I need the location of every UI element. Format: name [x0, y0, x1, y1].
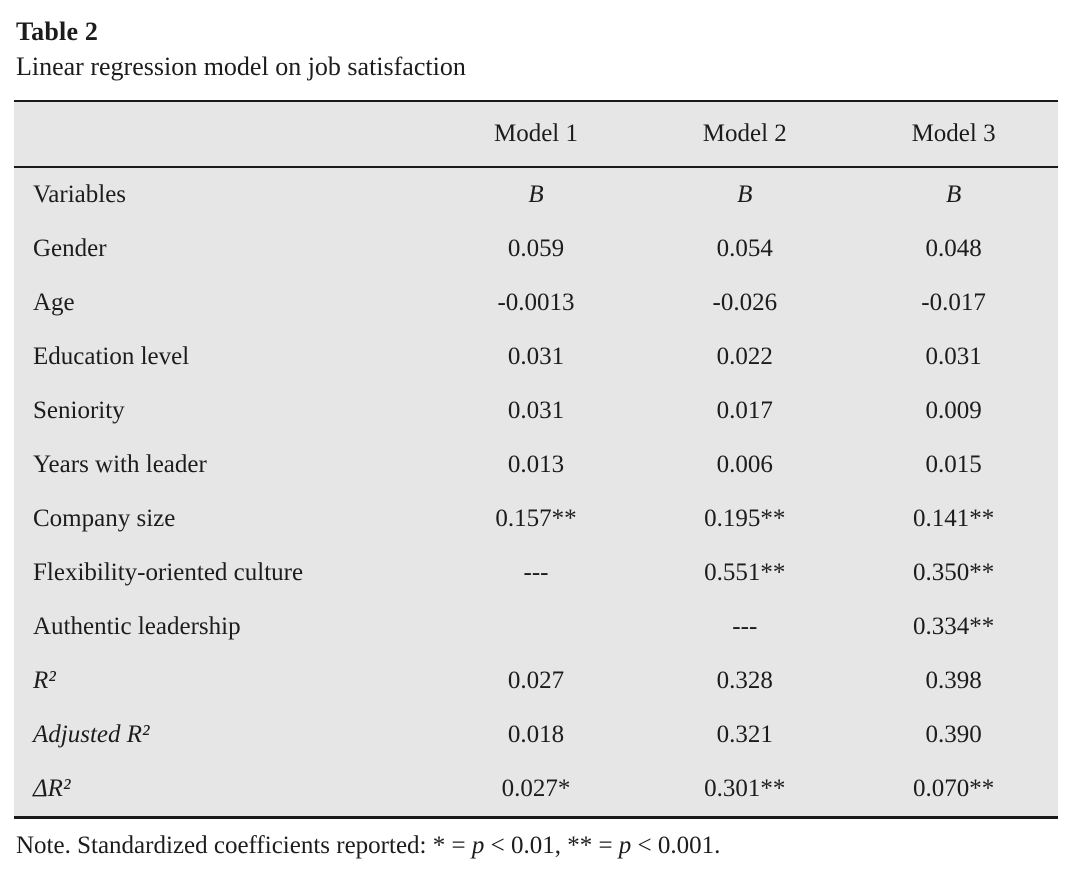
cell-model1: 0.027 [507, 667, 565, 694]
note-p-symbol: p [618, 832, 632, 859]
table-row-gender: Gender 0.059 0.054 0.048 [14, 222, 1058, 276]
cell-model1: 0.031 [507, 343, 565, 370]
note-p-symbol: p [471, 832, 485, 859]
row-label: ΔR² [33, 775, 71, 802]
cell-model3: 0.334** [912, 613, 995, 640]
cell-model2: 0.054 [716, 235, 773, 262]
row-label: Years with leader [33, 451, 207, 478]
table-row-company-size: Company size 0.157** 0.195** 0.141** [14, 492, 1058, 546]
cell-model3: 0.350** [912, 559, 995, 586]
table-row-r-squared: R² 0.027 0.328 0.398 [14, 654, 1058, 708]
row-label: R² [33, 667, 56, 694]
cell-model3: 0.048 [925, 235, 982, 262]
cell-model3: -0.017 [921, 289, 986, 316]
table-number-title: Table 2 [16, 17, 99, 46]
table-row-authentic-leadership: Authentic leadership --- 0.334** [14, 600, 1058, 654]
cell-model3: 0.141** [912, 505, 995, 532]
regression-table: Model 1 Model 2 Model 3 Variables B B B … [14, 100, 1058, 819]
cell-model3: 0.009 [925, 397, 982, 424]
row-label: Seniority [33, 397, 125, 424]
table-row-education-level: Education level 0.031 0.022 0.031 [14, 330, 1058, 384]
table-caption: Linear regression model on job satisfact… [16, 51, 466, 81]
row-label: Education level [33, 343, 190, 370]
cell-model2: 0.321 [716, 721, 773, 748]
cell-model1: 0.059 [507, 235, 565, 262]
cell-model3: B [945, 181, 962, 208]
note-text: Note. Standardized coefficients reported… [16, 832, 472, 859]
table-row-variables: Variables B B B [14, 167, 1058, 222]
cell-model2: --- [732, 613, 758, 640]
table-row-seniority: Seniority 0.031 0.017 0.009 [14, 384, 1058, 438]
table-row-delta-r-squared: ΔR² 0.027* 0.301** 0.070** [14, 762, 1058, 818]
header-model-2: Model 2 [640, 101, 850, 168]
header-model-3: Model 3 [849, 101, 1058, 168]
cell-model1: 0.031 [507, 397, 565, 424]
paper-page: Table 2 Linear regression model on job s… [14, 17, 1058, 863]
row-label: Company size [33, 505, 176, 532]
cell-model2: B [737, 181, 753, 208]
header-row: Model 1 Model 2 Model 3 [14, 101, 1058, 168]
cell-model3: 0.015 [925, 451, 982, 478]
row-label: Gender [33, 235, 107, 262]
header-empty-cell [14, 101, 432, 168]
row-label: Authentic leadership [33, 613, 241, 640]
cell-model1: 0.157** [495, 505, 577, 532]
cell-model3: 0.398 [925, 667, 982, 694]
table-row-age: Age -0.0013 -0.026 -0.017 [14, 276, 1058, 330]
cell-model2: 0.022 [716, 343, 773, 370]
table-row-adjusted-r-squared: Adjusted R² 0.018 0.321 0.390 [14, 708, 1058, 762]
cell-model1: B [528, 181, 544, 208]
row-label: Age [33, 289, 75, 316]
row-label: Adjusted R² [33, 721, 150, 748]
cell-model2: -0.026 [712, 289, 778, 316]
cell-model1: 0.013 [507, 451, 565, 478]
row-label: Variables [33, 181, 127, 208]
cell-model1: 0.018 [507, 721, 565, 748]
cell-model1 [432, 600, 641, 654]
cell-model1: 0.027* [501, 775, 571, 802]
header-model-1: Model 1 [431, 101, 641, 168]
cell-model2: 0.551** [704, 559, 786, 586]
cell-model2: 0.328 [716, 667, 773, 694]
table-row-flexibility-oriented-culture: Flexibility-oriented culture --- 0.551**… [14, 546, 1058, 600]
cell-model2: 0.195** [704, 505, 786, 532]
cell-model2: 0.017 [716, 397, 773, 424]
note-text: < 0.001. [631, 832, 721, 859]
table-note: Note. Standardized coefficients reported… [16, 830, 1058, 863]
table-row-years-with-leader: Years with leader 0.013 0.006 0.015 [14, 438, 1058, 492]
cell-model3: 0.031 [925, 343, 982, 370]
cell-model3: 0.070** [912, 775, 995, 802]
cell-model3: 0.390 [925, 721, 982, 748]
row-label: Flexibility-oriented culture [33, 559, 304, 586]
cell-model2: 0.006 [716, 451, 773, 478]
note-text: < 0.01, ** = [484, 832, 619, 859]
cell-model1: --- [523, 559, 549, 586]
cell-model2: 0.301** [704, 775, 786, 802]
cell-model1: -0.0013 [497, 289, 575, 316]
